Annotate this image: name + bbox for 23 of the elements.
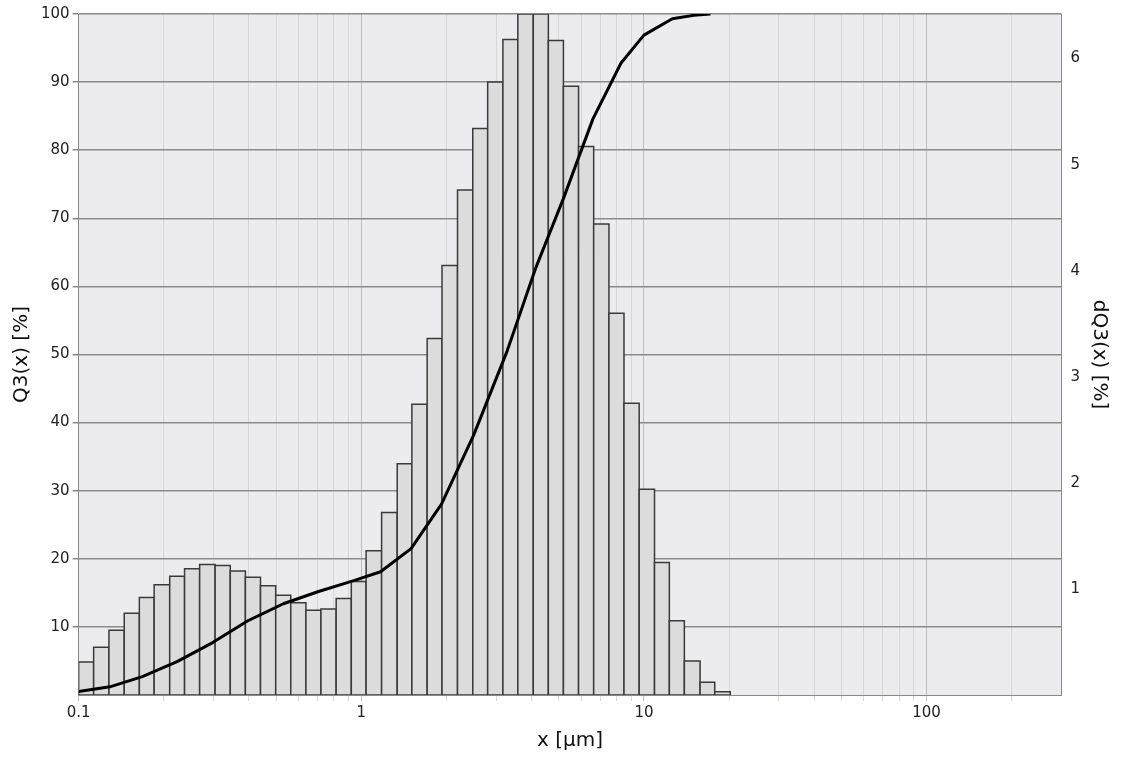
y2-tick-label: 6 bbox=[1070, 48, 1080, 67]
x-tick-label: 10 bbox=[634, 702, 654, 721]
x-axis-title: x [µm] bbox=[537, 727, 604, 752]
y2-axis-title: dQ3(x) [%] bbox=[1088, 299, 1113, 410]
y-tick-label: 80 bbox=[50, 140, 70, 159]
x-tick-label: 0.1 bbox=[66, 702, 91, 721]
y-tick-label: 20 bbox=[50, 548, 70, 567]
x-tick-label: 1 bbox=[356, 702, 367, 721]
x-tick-label: 100 bbox=[912, 702, 941, 721]
y2-tick-label: 1 bbox=[1070, 578, 1080, 597]
y2-tick-label: 2 bbox=[1070, 472, 1080, 491]
y-tick-label: 90 bbox=[50, 71, 70, 90]
y-tick-label: 40 bbox=[50, 412, 70, 431]
y-tick-label: 100 bbox=[40, 3, 70, 22]
y-tick-label: 50 bbox=[50, 344, 70, 363]
y-axis-title: Q3(x) [%] bbox=[8, 306, 33, 403]
y-tick-label: 10 bbox=[50, 616, 70, 635]
y2-tick-label: 4 bbox=[1070, 260, 1080, 279]
y-tick-label: 30 bbox=[50, 480, 70, 499]
y-tick-label: 70 bbox=[50, 208, 70, 227]
y-tick-label: 60 bbox=[50, 276, 70, 295]
y2-tick-label: 3 bbox=[1070, 366, 1080, 385]
y2-tick-label: 5 bbox=[1070, 154, 1080, 173]
